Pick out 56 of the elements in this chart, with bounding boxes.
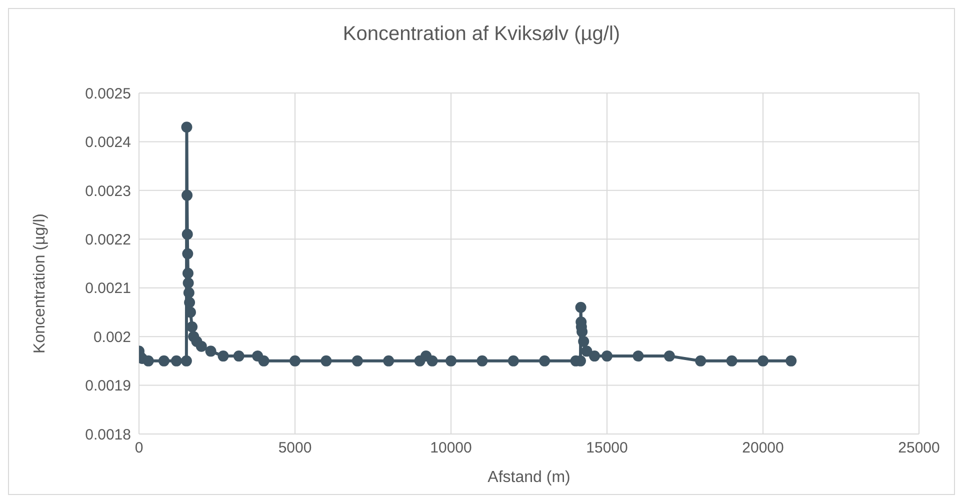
point <box>184 306 196 318</box>
point <box>476 355 488 366</box>
point <box>258 355 270 366</box>
x-tick-label: 15000 <box>586 440 628 457</box>
y-tick-label: 0.0025 <box>85 85 131 102</box>
point <box>602 350 612 362</box>
point <box>184 296 196 308</box>
point <box>290 355 300 366</box>
point <box>218 350 229 362</box>
point <box>205 346 216 357</box>
point <box>182 277 194 288</box>
x-axis-title: Afstand (m) <box>488 469 570 486</box>
point <box>186 321 198 332</box>
point <box>182 248 194 260</box>
point <box>632 350 644 362</box>
y-tick-label: 0.0018 <box>85 426 131 444</box>
point <box>352 355 363 366</box>
chart-title: Koncentration af Kviksølv (µg/l) <box>342 23 622 46</box>
point <box>578 336 590 347</box>
point <box>320 355 332 366</box>
point <box>233 350 244 362</box>
point <box>182 268 194 279</box>
x-tick-label: 10000 <box>430 440 472 457</box>
y-tick-label: 0.0022 <box>85 231 131 248</box>
y-tick-label: 0.0021 <box>85 280 131 298</box>
point <box>695 355 706 366</box>
point <box>589 350 600 362</box>
point <box>170 355 182 366</box>
point <box>181 122 192 133</box>
point <box>383 355 394 366</box>
point <box>196 340 207 352</box>
point <box>575 302 586 313</box>
point <box>758 355 768 366</box>
point <box>664 350 675 362</box>
point <box>182 190 193 201</box>
x-tick-label: 20000 <box>742 440 784 457</box>
point <box>726 355 738 366</box>
x-tick-label: 0 <box>134 440 144 457</box>
point <box>180 355 192 366</box>
y-axis-title: Koncentration (µg/l) <box>32 214 49 354</box>
y-tick-label: 0.002 <box>93 328 131 346</box>
point <box>508 355 519 366</box>
y-tick-label: 0.0024 <box>85 134 131 152</box>
y-tick-label: 0.0019 <box>85 378 131 395</box>
point <box>539 355 550 366</box>
point <box>446 355 456 366</box>
point <box>426 355 438 366</box>
point <box>786 355 797 366</box>
point <box>581 346 592 357</box>
x-tick-label: 5000 <box>278 440 312 457</box>
point <box>182 228 193 240</box>
point <box>183 287 194 298</box>
point <box>142 355 154 366</box>
y-tick-label: 0.0023 <box>85 182 131 200</box>
x-tick-label: 25000 <box>898 440 940 457</box>
point <box>158 355 170 366</box>
